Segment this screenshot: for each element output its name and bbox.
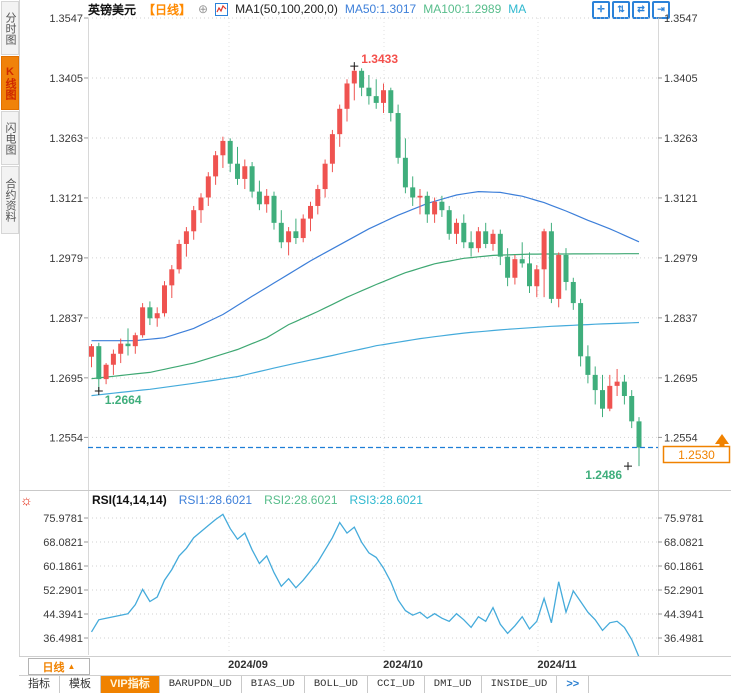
svg-text:1.2695: 1.2695 — [49, 373, 83, 385]
svg-text:60.1861: 60.1861 — [664, 561, 704, 573]
axis-date-label-sep: 2024/09 — [228, 659, 268, 671]
tab-templates[interactable]: 模板 — [60, 676, 101, 693]
sidebar-item-flash-chart[interactable]: 闪电图 — [1, 111, 19, 165]
sidebar-item-contract-info[interactable]: 合约资料 — [1, 166, 19, 234]
grid-lines — [88, 17, 658, 654]
time-axis-row: 日线 ▲ 2024/09 2024/10 2024/11 — [19, 656, 731, 675]
ma50-value: MA50:1.3017 — [344, 2, 417, 16]
tab-barupdn-ud[interactable]: BARUPDN_UD — [160, 676, 242, 693]
tab-dmi-ud[interactable]: DMI_UD — [425, 676, 482, 693]
svg-text:1.3405: 1.3405 — [49, 73, 83, 85]
svg-text:44.3941: 44.3941 — [43, 609, 83, 621]
rsi-line — [90, 513, 640, 658]
candles-series — [89, 66, 642, 467]
svg-text:36.4981: 36.4981 — [664, 633, 704, 645]
rsi2-value: RSI2:28.6021 — [264, 493, 338, 507]
svg-text:68.0821: 68.0821 — [43, 537, 83, 549]
svg-text:1.2554: 1.2554 — [664, 432, 698, 444]
svg-text:1.3433: 1.3433 — [361, 52, 398, 66]
tab-indicators[interactable]: 指标 — [19, 676, 60, 693]
period-selector-label: 日线 — [42, 661, 65, 674]
svg-text:1.3405: 1.3405 — [664, 73, 698, 85]
svg-text:1.3547: 1.3547 — [49, 13, 83, 25]
tab-boll-ud[interactable]: BOLL_UD — [305, 676, 368, 693]
svg-text:1.2664: 1.2664 — [105, 393, 142, 407]
tab-cci-ud[interactable]: CCI_UD — [368, 676, 425, 693]
svg-text:1.2486: 1.2486 — [585, 468, 622, 482]
svg-text:1.3263: 1.3263 — [664, 133, 698, 145]
price-axis-labels: 1.3547 1.3547 1.3405 1.3405 1.3263 1.3263 1.31… — [49, 13, 697, 444]
svg-text:1.2837: 1.2837 — [664, 313, 698, 325]
svg-text:75.9781: 75.9781 — [664, 513, 704, 525]
svg-text:44.3941: 44.3941 — [664, 609, 704, 621]
svg-text:1.2837: 1.2837 — [49, 313, 83, 325]
svg-text:1.2979: 1.2979 — [664, 253, 698, 265]
rsi3-value: RSI3:28.6021 — [349, 493, 423, 507]
indicator-tabbar: 指标 模板 VIP指标 BARUPDN_UD BIAS_UD BOLL_UD C… — [19, 675, 731, 693]
svg-text:1.2979: 1.2979 — [49, 253, 83, 265]
symbol-name: 英镑美元 — [88, 2, 137, 17]
period-selector-button[interactable]: 日线 ▲ — [28, 658, 90, 675]
chevron-up-icon: ▲ — [67, 662, 76, 671]
svg-text:75.9781: 75.9781 — [43, 513, 83, 525]
moving-average-lines — [91, 190, 640, 397]
axis-date-label-oct: 2024/10 — [383, 659, 423, 671]
ma-settings-label[interactable]: MA1(50,100,200,0) — [235, 2, 338, 16]
rsi-title[interactable]: RSI(14,14,14) — [92, 493, 167, 507]
svg-text:1.3547: 1.3547 — [664, 13, 698, 25]
last-price-tag: 1.2530 — [662, 434, 731, 464]
tab-vip-indicators[interactable]: VIP指标 — [101, 676, 160, 693]
tab-bias-ud[interactable]: BIAS_UD — [242, 676, 305, 693]
ma200-value: MA — [508, 2, 527, 16]
chart-type-sidebar: 分时图 K线图 闪电图 合约资料 — [0, 0, 20, 656]
rsi-axis-labels: 75.9781 75.9781 68.0821 68.0821 60.1861 60.18… — [43, 513, 704, 645]
rsi-header: RSI(14,14,14) RSI1:28.6021 RSI2:28.6021 … — [92, 493, 423, 507]
rsi1-value: RSI1:28.6021 — [178, 493, 253, 507]
ma50-line — [91, 190, 640, 342]
chart-header: 英镑美元 【日线】 ⊕ MA1(50,100,200,0) MA50:1.301… — [88, 1, 526, 17]
mini-chart-icon — [215, 2, 229, 16]
price-annotations: 1.3433 1.2664 1.2486 — [94, 52, 632, 482]
period-label: 【日线】 — [143, 2, 192, 17]
ma100-line — [91, 253, 639, 380]
svg-text:1.3263: 1.3263 — [49, 133, 83, 145]
svg-text:60.1861: 60.1861 — [43, 561, 83, 573]
sidebar-item-candlestick-chart[interactable]: K线图 — [1, 56, 19, 110]
sidebar-item-time-chart[interactable]: 分时图 — [1, 1, 19, 55]
svg-text:52.2901: 52.2901 — [664, 585, 704, 597]
tab-inside-ud[interactable]: INSIDE_UD — [482, 676, 558, 693]
svg-text:1.3121: 1.3121 — [49, 193, 83, 205]
svg-text:36.4981: 36.4981 — [43, 633, 83, 645]
panel-frame — [19, 18, 731, 655]
tab-more[interactable]: >> — [557, 676, 590, 693]
axis-date-label-nov: 2024/11 — [537, 659, 577, 671]
svg-text:1.2695: 1.2695 — [664, 373, 698, 385]
svg-text:52.2901: 52.2901 — [43, 585, 83, 597]
add-indicator-icon[interactable]: ⊕ — [198, 2, 209, 16]
ma100-value: MA100:1.2989 — [423, 2, 502, 16]
x-axis-zoom-icon[interactable]: ⇄ — [632, 1, 650, 19]
ma200-line — [91, 321, 640, 397]
indicator-settings-icon[interactable]: ☼ — [20, 492, 33, 508]
svg-text:1.2530: 1.2530 — [678, 448, 715, 462]
svg-text:68.0821: 68.0821 — [664, 537, 704, 549]
svg-text:1.2554: 1.2554 — [49, 432, 83, 444]
svg-text:1.3121: 1.3121 — [664, 193, 698, 205]
